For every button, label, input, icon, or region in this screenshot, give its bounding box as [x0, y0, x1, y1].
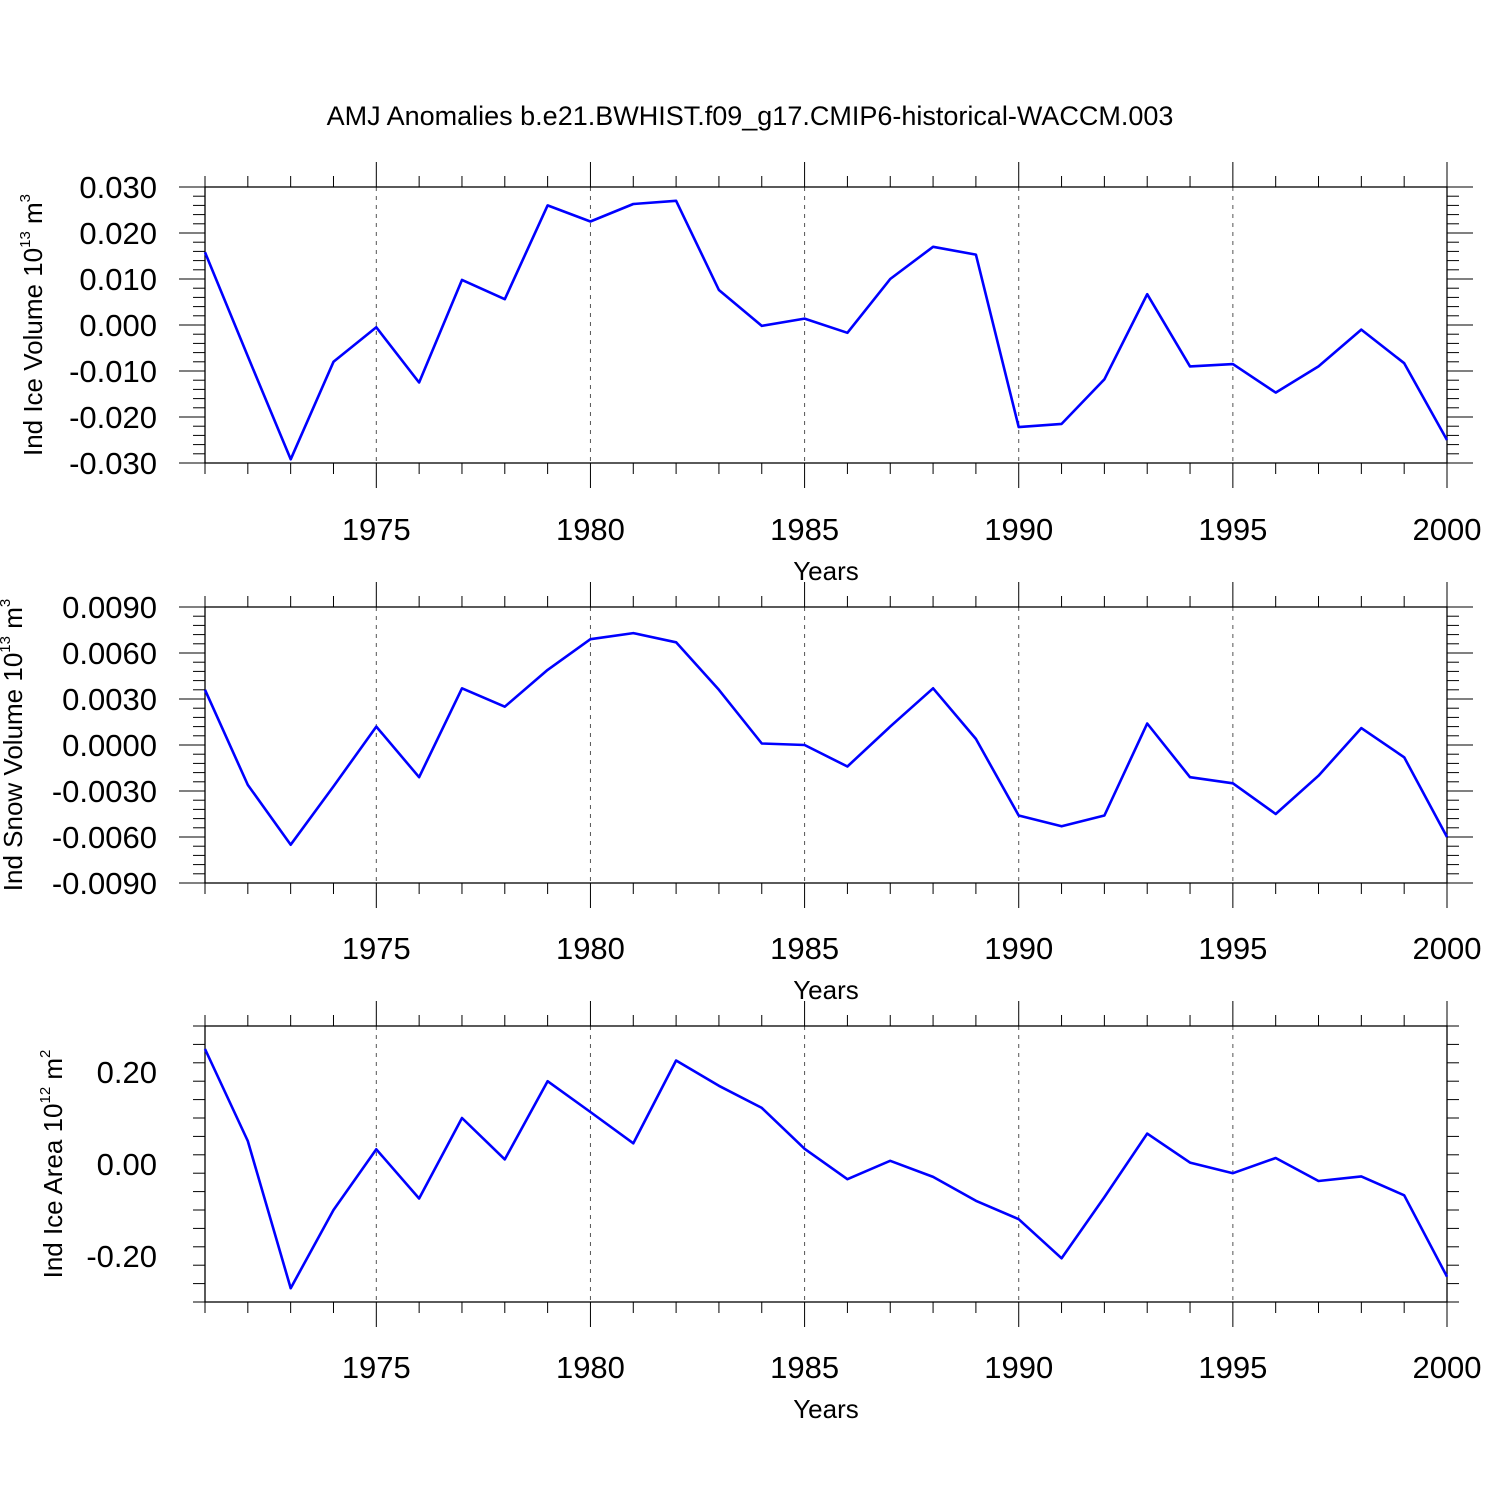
chart-panels: -0.030 -0.020 -0.010 0.000 0.010 0.020 0.030 19…	[0, 162, 1481, 1424]
x-tick-label: 1995	[1198, 512, 1267, 547]
y-axis-title-superscript: 13	[17, 231, 34, 248]
y-axis-title: Ind Snow Volume 1013 m3	[0, 599, 28, 891]
x-axis-title: Years	[793, 556, 859, 586]
y-tick-label: -0.20	[86, 1239, 157, 1274]
y-tick-label: 0.030	[79, 170, 157, 205]
y-tick-label: 0.0090	[62, 590, 157, 625]
y-axis-title-superscript: 13	[0, 636, 14, 653]
y-axis-title-superscript: 12	[37, 1087, 54, 1104]
x-tick-label: 2000	[1413, 1350, 1482, 1385]
y-axis-title-superscript: 2	[37, 1050, 54, 1058]
y-tick-label: 0.0000	[62, 728, 157, 763]
y-tick-label: 0.010	[79, 262, 157, 297]
y-axis-title-part: Ind Ice Volume 10	[18, 248, 48, 456]
chart-title: AMJ Anomalies b.e21.BWHIST.f09_g17.CMIP6…	[327, 101, 1174, 131]
panel-2: -0.0090 -0.0060 -0.0030 0.0000 0.0030 0.0060 0…	[0, 582, 1481, 1005]
y-axis-title: Ind Ice Volume 1013 m3	[17, 194, 48, 456]
y-tick-label: -0.0090	[52, 866, 157, 901]
panel-1: -0.030 -0.020 -0.010 0.000 0.010 0.020 0.030 19…	[17, 162, 1481, 586]
y-tick-label: 0.00	[97, 1147, 157, 1182]
y-tick-label: 0.0030	[62, 682, 157, 717]
x-tick-label: 1990	[984, 1350, 1053, 1385]
y-tick-label: -0.020	[69, 400, 157, 435]
y-axis-title-superscript: 3	[17, 194, 34, 202]
x-tick-label: 1990	[984, 512, 1053, 547]
series-line	[203, 631, 1449, 847]
y-axis-title-part: m	[0, 607, 28, 636]
series-line	[203, 1048, 1449, 1290]
x-axis-title: Years	[793, 1394, 859, 1424]
y-axis-title-superscript: 3	[0, 599, 14, 607]
y-tick-label: 0.000	[79, 308, 157, 343]
x-tick-label: 1995	[1198, 1350, 1267, 1385]
y-tick-label: -0.010	[69, 354, 157, 389]
y-axis-title-part: Ind Snow Volume 10	[0, 653, 28, 892]
x-tick-label: 1995	[1198, 931, 1267, 966]
x-tick-label: 1985	[770, 1350, 839, 1385]
x-tick-label: 2000	[1413, 931, 1482, 966]
y-tick-label: -0.030	[69, 446, 157, 481]
y-tick-label: 0.0060	[62, 636, 157, 671]
y-axis-title-part: m	[38, 1058, 68, 1087]
y-tick-label: -0.0030	[52, 774, 157, 809]
y-tick-label: -0.0060	[52, 820, 157, 855]
x-tick-label: 2000	[1413, 512, 1482, 547]
x-tick-label: 1985	[770, 512, 839, 547]
series-line	[203, 199, 1449, 461]
x-tick-label: 1975	[342, 931, 411, 966]
y-tick-label: 0.020	[79, 216, 157, 251]
x-tick-label: 1975	[342, 1350, 411, 1385]
y-axis-title-part: m	[18, 202, 48, 231]
x-axis-title: Years	[793, 975, 859, 1005]
y-axis-title-part: Ind Ice Area 10	[38, 1104, 68, 1279]
x-tick-label: 1985	[770, 931, 839, 966]
y-axis-title: Ind Ice Area 1012 m2	[37, 1050, 68, 1279]
y-tick-label: 0.20	[97, 1055, 157, 1090]
x-tick-label: 1975	[342, 512, 411, 547]
x-tick-label: 1980	[556, 1350, 625, 1385]
x-tick-label: 1980	[556, 512, 625, 547]
panel-3: -0.20 0.00 0.20 1975 1980 1985 1990 1995 2000 Yea…	[37, 1001, 1481, 1424]
x-tick-label: 1990	[984, 931, 1053, 966]
plot-frame	[204, 1025, 1448, 1303]
x-tick-label: 1980	[556, 931, 625, 966]
